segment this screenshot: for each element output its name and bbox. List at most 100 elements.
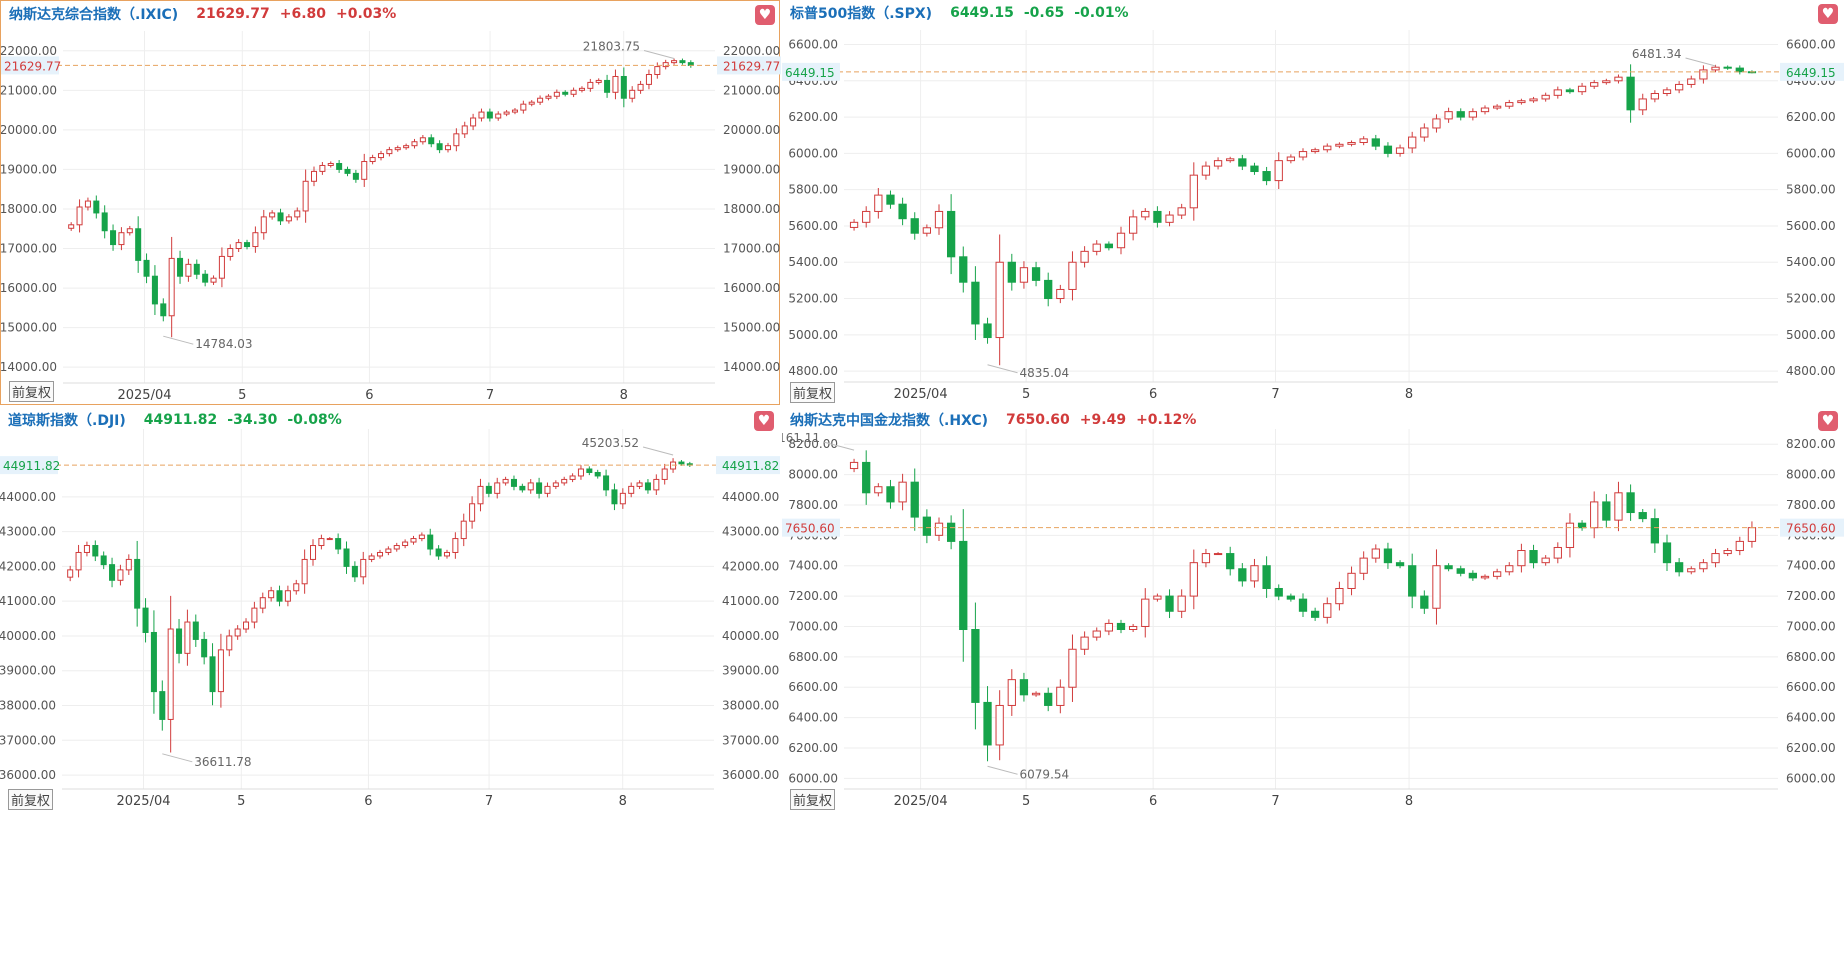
y-tick-label-left: 5000.00 <box>788 328 838 342</box>
candle-body <box>276 590 283 602</box>
index-change-pct: +0.12% <box>1136 412 1197 428</box>
y-tick-label-left: 6800.00 <box>788 650 838 664</box>
candle-body <box>922 516 932 536</box>
candle-body <box>84 200 91 208</box>
candle-body <box>1116 622 1126 631</box>
heart-icon[interactable]: ♥ <box>754 411 774 431</box>
candle-body <box>1577 522 1587 529</box>
y-tick-label-right: 6400.00 <box>1786 711 1836 725</box>
heart-icon[interactable]: ♥ <box>1818 4 1838 24</box>
candle-body <box>1699 69 1708 80</box>
x-tick-label: 8 <box>1405 387 1413 402</box>
candle-body <box>1626 76 1635 111</box>
y-tick-label-left: 8200.00 <box>788 437 838 451</box>
panel-spx[interactable]: 标普500指数（.SPX) 6449.15 -0.65 -0.01% ♥ 660… <box>782 0 1844 405</box>
y-tick-label-right: 7000.00 <box>1786 619 1836 633</box>
x-tick-label: 8 <box>620 388 628 403</box>
candle-body <box>1153 210 1162 223</box>
candle-body <box>1735 67 1744 73</box>
candle-body <box>983 701 992 746</box>
hxc-candlestick-chart[interactable]: 8200.00 8200.00 8000.00 8000.00 7800.00 7800.… <box>782 407 1844 812</box>
candle-body <box>470 117 477 127</box>
y-tick-label-left: 7000.00 <box>788 619 838 633</box>
adjust-mode-label[interactable]: 前复权 <box>790 789 836 810</box>
candle-body <box>553 91 560 97</box>
candle-body <box>1541 94 1550 100</box>
y-tick-label-left: 40000.00 <box>0 629 56 643</box>
x-tick-label: 7 <box>1271 794 1279 809</box>
candle-body <box>461 125 468 135</box>
candle-body <box>1128 625 1138 631</box>
candle-body <box>311 170 318 182</box>
current-price-label-left: 7650.60 <box>785 522 835 536</box>
price-tag-right-bg <box>717 56 781 75</box>
current-price-label-right: 21629.77 <box>723 59 780 73</box>
candle-body <box>1153 595 1162 600</box>
candle-body <box>1286 595 1296 600</box>
candle-body <box>1432 118 1441 129</box>
candle-body <box>502 478 509 484</box>
panel-dji[interactable]: 道琼斯指数（.DJI) 44911.82 -34.30 -0.08% ♥ 440… <box>0 407 780 812</box>
candle-body <box>645 74 652 85</box>
ixic-candlestick-chart[interactable]: 22000.00 22000.00 21000.00 21000.00 20000.00… <box>1 1 781 406</box>
y-tick-label-left: 6400.00 <box>788 711 838 725</box>
candle-body <box>1116 232 1126 249</box>
candle-body <box>410 538 417 543</box>
candle-body <box>520 103 527 111</box>
y-tick-label-left: 16000.00 <box>1 281 57 295</box>
candle-body <box>971 629 980 703</box>
candle-body <box>218 255 225 279</box>
candle-body <box>1590 501 1599 529</box>
candle-body <box>1165 595 1174 612</box>
candle-body <box>1408 136 1417 149</box>
candle-body <box>436 143 443 151</box>
candle-body <box>1553 546 1562 559</box>
adjust-mode-label[interactable]: 前复权 <box>790 382 836 403</box>
candle-body <box>611 489 618 505</box>
adjust-mode-label[interactable]: 前复权 <box>8 789 54 810</box>
candle-body <box>1420 595 1429 609</box>
candle-body <box>495 113 502 119</box>
candle-body <box>1238 568 1247 582</box>
y-tick-label-right: 7800.00 <box>1786 498 1836 512</box>
high-marker-line <box>823 441 855 451</box>
candle-body <box>1529 550 1538 564</box>
candle-body <box>545 95 552 99</box>
candle-body <box>1031 692 1041 696</box>
candle-body <box>586 468 593 473</box>
y-tick-label-right: 14000.00 <box>723 360 780 374</box>
candle-body <box>126 228 133 234</box>
y-tick-label-left: 6200.00 <box>788 110 838 124</box>
candle-body <box>1104 243 1114 249</box>
candle-body <box>620 75 627 99</box>
candle-body <box>1177 595 1186 612</box>
x-tick-label: 8 <box>619 794 627 809</box>
panel-hxc[interactable]: 纳斯达克中国金龙指数（.HXC) 7650.60 +9.49 +0.12% ♥ … <box>782 407 1844 812</box>
candle-body <box>636 482 643 487</box>
current-price-label-left: 6449.15 <box>785 66 835 80</box>
spx-candlestick-chart[interactable]: 6600.006600.006400.006400.006200.006200.… <box>782 0 1844 405</box>
candle-body <box>528 101 535 105</box>
heart-icon[interactable]: ♥ <box>755 5 775 25</box>
y-tick-label-right: 5600.00 <box>1786 219 1836 233</box>
y-tick-label-right: 4800.00 <box>1786 364 1836 378</box>
candle-body <box>1080 250 1089 263</box>
candle-body <box>612 75 619 93</box>
candle-body <box>1565 522 1575 548</box>
dji-candlestick-chart[interactable]: 44000.00 44000.00 43000.00 43000.00 42000.00… <box>0 407 780 812</box>
index-name: 标普500指数（.SPX) <box>790 6 933 22</box>
heart-icon[interactable]: ♥ <box>1818 411 1838 431</box>
candle-body <box>619 492 626 505</box>
candle-body <box>537 97 544 103</box>
adjust-mode-label[interactable]: 前复权 <box>9 381 55 402</box>
candle-body <box>294 210 301 218</box>
candle-body <box>1505 565 1514 573</box>
candle-body <box>1371 548 1380 559</box>
panel-ixic[interactable]: 纳斯达克综合指数（.IXIC) 21629.77 +6.80 +0.03% ♥ … <box>0 0 781 406</box>
price-tag-left-bg <box>782 518 840 537</box>
candle-body <box>1310 610 1320 618</box>
candle-body <box>1650 518 1660 544</box>
y-tick-label-left: 36000.00 <box>0 768 56 782</box>
candle-body <box>192 621 199 640</box>
candle-body <box>1711 553 1720 564</box>
